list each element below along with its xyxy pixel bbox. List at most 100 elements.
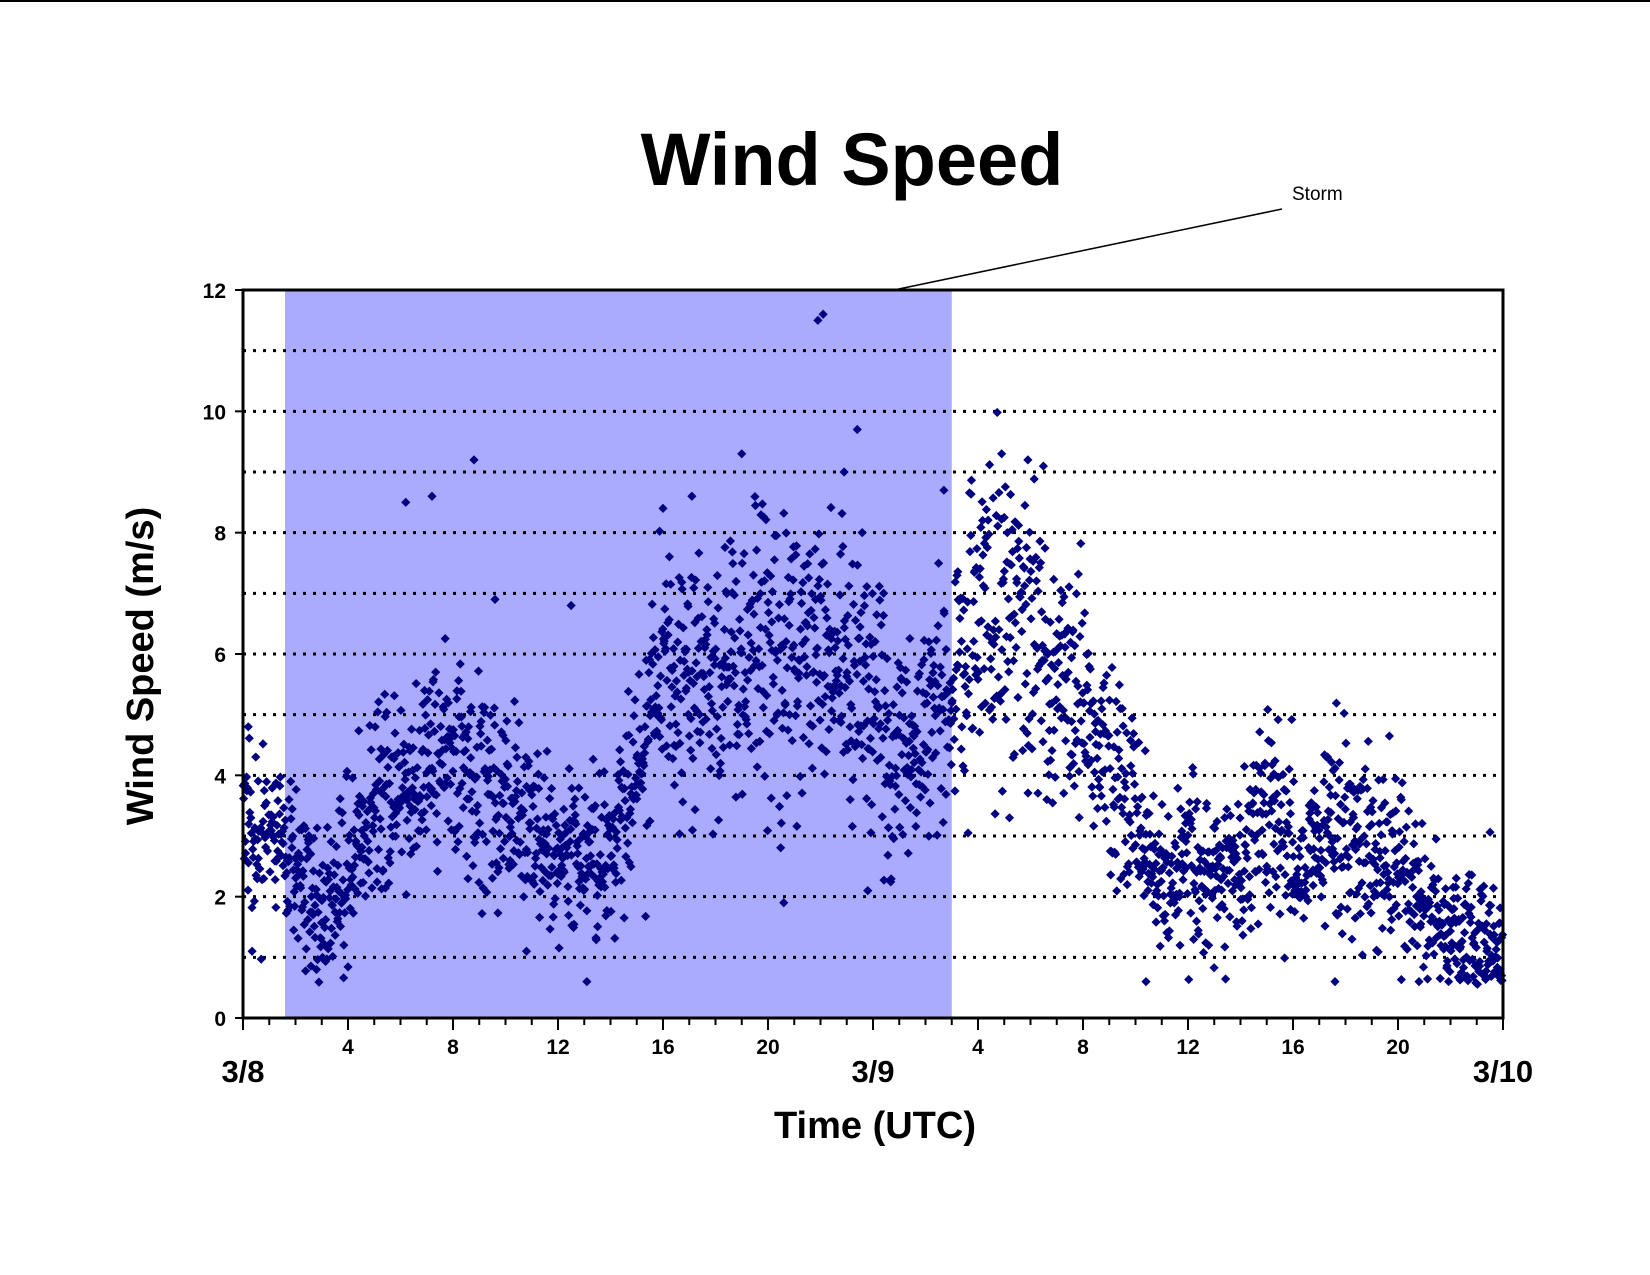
data-point (616, 875, 626, 885)
data-point (1033, 788, 1043, 798)
data-point (406, 724, 417, 734)
data-point (547, 862, 557, 872)
data-point (785, 709, 795, 720)
data-point (337, 808, 347, 818)
data-point (1240, 840, 1251, 850)
data-point (573, 848, 583, 859)
data-point (1264, 888, 1274, 898)
data-point (329, 858, 339, 868)
data-point (576, 861, 586, 871)
data-point (1409, 839, 1419, 849)
data-point (495, 790, 505, 801)
data-point (335, 794, 345, 804)
data-point (1003, 656, 1013, 667)
data-point (1394, 842, 1404, 852)
data-point (1303, 842, 1314, 853)
data-point (1271, 882, 1281, 892)
data-point (690, 618, 700, 628)
data-point (1104, 730, 1114, 741)
data-point (1193, 929, 1204, 939)
data-point (880, 701, 891, 711)
data-point (1159, 916, 1170, 926)
data-point (1029, 474, 1039, 484)
data-point (1188, 763, 1198, 773)
data-point (1357, 878, 1367, 888)
data-point (931, 748, 941, 758)
data-point (1191, 916, 1202, 926)
data-point (1217, 885, 1227, 895)
data-point (347, 864, 357, 874)
data-point (878, 733, 888, 743)
data-point (650, 730, 660, 740)
data-point (1477, 969, 1487, 979)
data-point (1035, 658, 1046, 669)
data-point (1343, 862, 1353, 872)
data-point (544, 843, 554, 853)
data-point (876, 752, 886, 762)
data-point (1332, 833, 1343, 844)
data-point (1076, 716, 1086, 726)
data-point (487, 873, 498, 883)
data-point (283, 856, 294, 867)
data-point (797, 788, 807, 798)
data-point (992, 407, 1002, 418)
data-point (686, 745, 696, 755)
data-point (671, 719, 681, 729)
data-point (1152, 903, 1163, 913)
data-point (1053, 679, 1063, 690)
data-point (739, 549, 749, 559)
data-point (832, 670, 842, 680)
data-point (251, 870, 261, 880)
data-point (290, 901, 300, 911)
data-point (760, 771, 770, 781)
data-point (1328, 844, 1338, 854)
data-point (491, 858, 501, 868)
data-point (822, 579, 833, 589)
data-point (1037, 640, 1048, 651)
data-point (889, 834, 899, 844)
data-point (294, 870, 304, 880)
data-point (401, 497, 411, 507)
data-point (1169, 898, 1179, 908)
data-point (1242, 853, 1252, 863)
data-point (1389, 862, 1399, 872)
data-point (1074, 812, 1084, 823)
data-point (1260, 758, 1270, 768)
data-point (1327, 837, 1337, 847)
data-point (512, 752, 522, 762)
data-point (772, 655, 782, 665)
data-point (809, 612, 819, 623)
data-point (1232, 853, 1242, 864)
data-point (325, 938, 336, 948)
data-point (877, 812, 887, 822)
data-point (266, 826, 276, 836)
data-point (1293, 864, 1303, 874)
data-point (728, 661, 738, 671)
data-point (591, 935, 601, 945)
data-point (688, 753, 698, 763)
data-point (1025, 527, 1035, 537)
data-point (941, 644, 951, 655)
data-point (662, 675, 672, 686)
data-point (820, 691, 830, 702)
x-tick-label: 4 (972, 1036, 984, 1059)
data-point (938, 817, 948, 828)
data-point (1259, 798, 1269, 808)
data-point (1254, 864, 1264, 875)
data-point (745, 665, 756, 676)
data-point (262, 846, 273, 856)
data-point (972, 544, 982, 554)
data-point (1188, 769, 1198, 779)
data-point (1416, 887, 1426, 897)
data-point (1283, 822, 1293, 832)
data-point (666, 702, 676, 712)
data-point (1481, 919, 1491, 929)
data-point (368, 826, 378, 836)
data-point (450, 844, 461, 855)
data-point (648, 659, 658, 669)
data-point (760, 624, 771, 634)
data-point (962, 644, 972, 654)
data-point (690, 805, 700, 815)
data-point (366, 797, 376, 808)
data-point (302, 845, 312, 855)
